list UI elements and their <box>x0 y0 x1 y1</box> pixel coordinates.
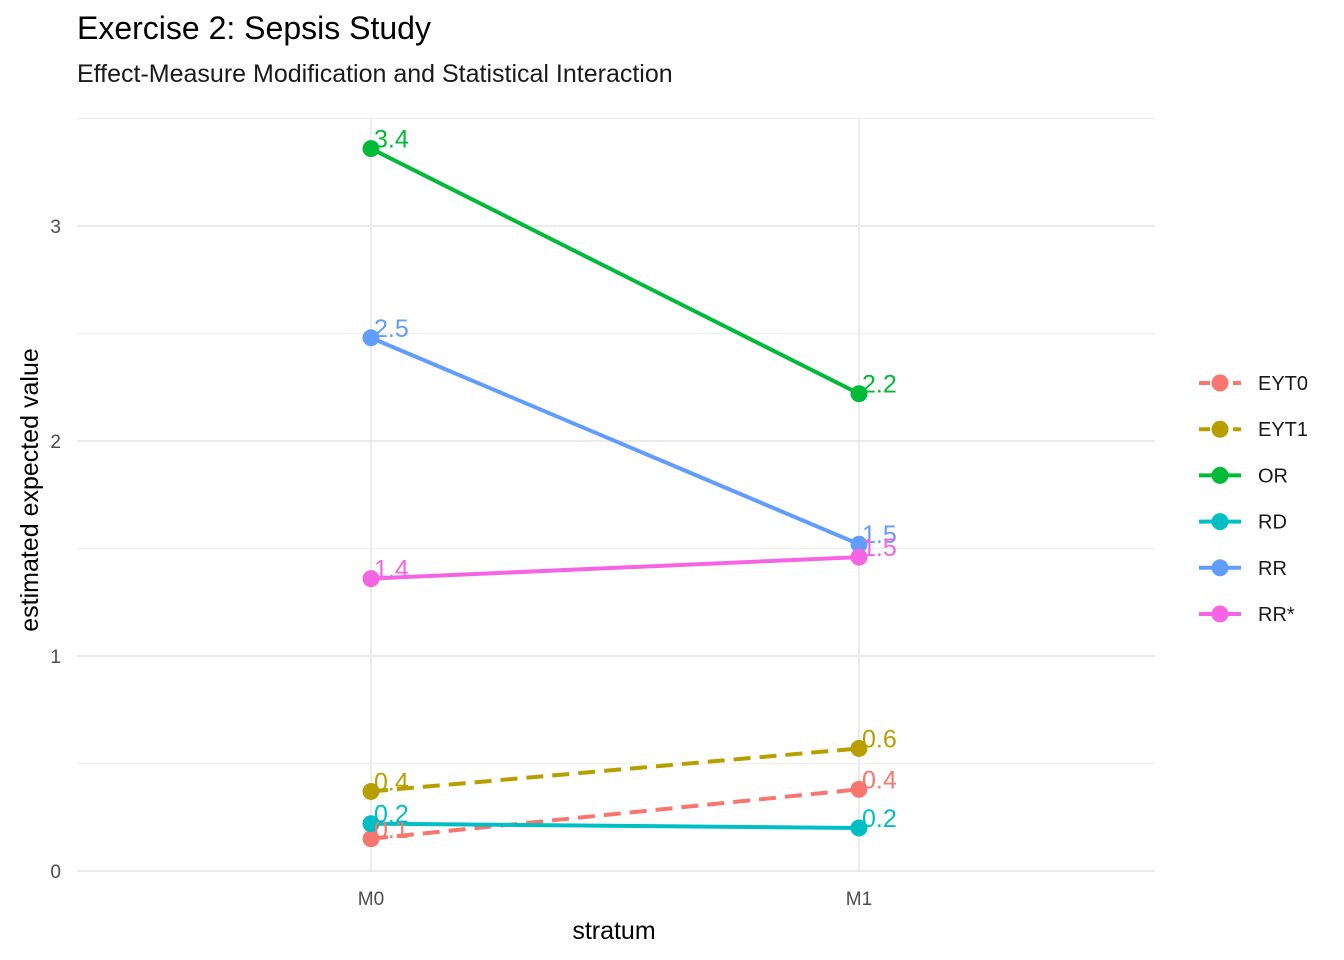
series-line-eyt0 <box>370 787 860 841</box>
legend-item: EYT1 <box>1199 419 1308 441</box>
data-label: 3.4 <box>374 126 409 154</box>
data-point <box>362 570 380 588</box>
x-axis-title: stratum <box>572 917 655 945</box>
series-line-or <box>370 146 860 396</box>
data-point <box>850 780 868 798</box>
major-gridlines <box>77 118 1155 872</box>
data-point <box>362 815 380 833</box>
legend-label: RD <box>1258 512 1287 534</box>
chart-subtitle: Effect-Measure Modification and Statisti… <box>77 60 673 88</box>
data-labels: 0.1 0.4 0.4 0.6 3.4 2.2 0.2 0.2 2.5 1.5 1.4 1.5 <box>374 126 897 844</box>
data-point <box>850 548 868 566</box>
y-tick-label: 0 <box>50 862 61 883</box>
data-point <box>850 535 868 553</box>
legend-label: RR <box>1258 558 1287 580</box>
y-tick-label: 2 <box>50 432 61 453</box>
legend-label: EYT0 <box>1258 373 1308 395</box>
legend: EYT0 EYT1 OR RD RR RR* <box>1199 373 1308 626</box>
data-label: 0.4 <box>374 768 409 796</box>
series-line-eyt1 <box>370 746 860 794</box>
data-label: 0.6 <box>862 725 897 753</box>
y-axis-title: estimated expected value <box>16 348 44 632</box>
data-point <box>850 385 868 403</box>
legend-label: OR <box>1258 465 1288 487</box>
series-lines <box>370 146 860 841</box>
legend-key-point <box>1211 466 1229 484</box>
legend-key-point <box>1211 559 1229 577</box>
legend-item: RD <box>1199 512 1287 534</box>
data-point <box>850 739 868 757</box>
legend-key-point <box>1211 374 1229 392</box>
y-tick-label: 1 <box>50 647 61 668</box>
legend-item: RR* <box>1199 604 1295 626</box>
chart-title: Exercise 2: Sepsis Study <box>77 10 431 46</box>
data-label: 2.5 <box>374 315 409 343</box>
series-points <box>362 140 868 848</box>
legend-label: RR* <box>1258 604 1295 626</box>
series-line-rd <box>370 821 860 830</box>
legend-item: EYT0 <box>1199 373 1308 395</box>
x-tick-label: M1 <box>846 889 872 910</box>
legend-key-point <box>1211 605 1229 623</box>
data-label: 1.5 <box>862 521 897 549</box>
minor-gridlines <box>77 117 1155 765</box>
data-label: 0.2 <box>374 801 409 829</box>
data-label: 0.4 <box>862 766 897 794</box>
legend-item: OR <box>1199 465 1288 487</box>
x-tick-label: M0 <box>358 889 384 910</box>
data-label: 1.5 <box>862 534 897 562</box>
data-point <box>362 329 380 347</box>
data-point <box>850 819 868 837</box>
data-label: 1.4 <box>374 556 409 584</box>
data-point <box>362 140 380 158</box>
x-axis-ticks: M0 M1 <box>358 889 872 910</box>
data-point <box>362 830 380 848</box>
legend-item: RR <box>1199 558 1287 580</box>
series-line-rr <box>370 335 860 547</box>
legend-label: EYT1 <box>1258 419 1308 441</box>
data-label: 2.2 <box>862 371 897 399</box>
data-label: 0.1 <box>374 816 409 844</box>
legend-key-point <box>1211 513 1229 531</box>
data-point <box>362 782 380 800</box>
y-tick-label: 3 <box>50 217 61 238</box>
legend-key-point <box>1211 420 1229 438</box>
data-label: 0.2 <box>862 805 897 833</box>
series-line-rr-star <box>370 555 860 581</box>
y-axis-ticks: 0 1 2 3 <box>50 217 61 883</box>
